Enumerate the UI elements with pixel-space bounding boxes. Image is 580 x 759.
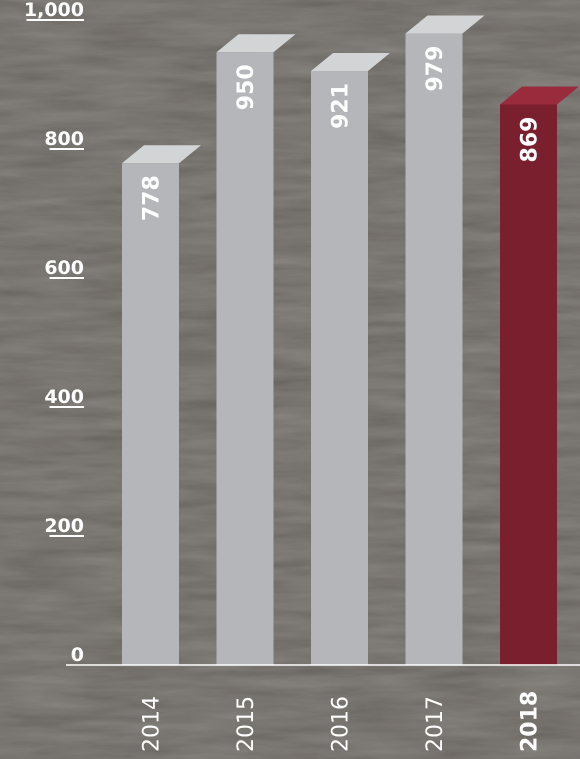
y-tick-label: 0 xyxy=(71,644,84,666)
bar-2017 xyxy=(405,33,463,666)
bar-top-2016 xyxy=(311,52,390,71)
y-tick-label: 800 xyxy=(44,128,84,150)
bar-top-2015 xyxy=(216,34,296,53)
x-tick-label: 2017 xyxy=(423,696,448,752)
y-tick-label: 1,000 xyxy=(24,0,84,21)
bar-value-label: 778 xyxy=(140,175,165,221)
bar-value-label: 921 xyxy=(329,83,354,129)
bar-2014 xyxy=(122,163,179,665)
bar-2018 xyxy=(500,104,557,666)
bar-top-2017 xyxy=(405,15,485,34)
bar-value-label: 979 xyxy=(423,46,448,92)
x-tick-label: 2016 xyxy=(329,696,354,752)
x-tick-label: 2015 xyxy=(234,696,259,752)
bar-value-label: 950 xyxy=(234,64,259,110)
y-tick-label: 600 xyxy=(44,257,84,279)
bar-2016 xyxy=(311,70,368,665)
bar-2015 xyxy=(216,52,274,665)
x-tick-label: 2018 xyxy=(518,691,543,752)
y-tick-label: 200 xyxy=(44,515,84,537)
bar-value-label: 869 xyxy=(518,117,543,163)
y-tick-label: 400 xyxy=(44,386,84,408)
bar-top-2014 xyxy=(122,145,201,164)
bar-top-2018 xyxy=(500,86,579,105)
y-axis: 0 200 400 600 800 1,000 xyxy=(24,0,84,666)
x-axis-labels: 2014 2015 2016 2017 2018 xyxy=(140,691,543,752)
x-tick-label: 2014 xyxy=(140,696,165,752)
bars-group: 778 950 921 979 869 xyxy=(122,15,579,666)
